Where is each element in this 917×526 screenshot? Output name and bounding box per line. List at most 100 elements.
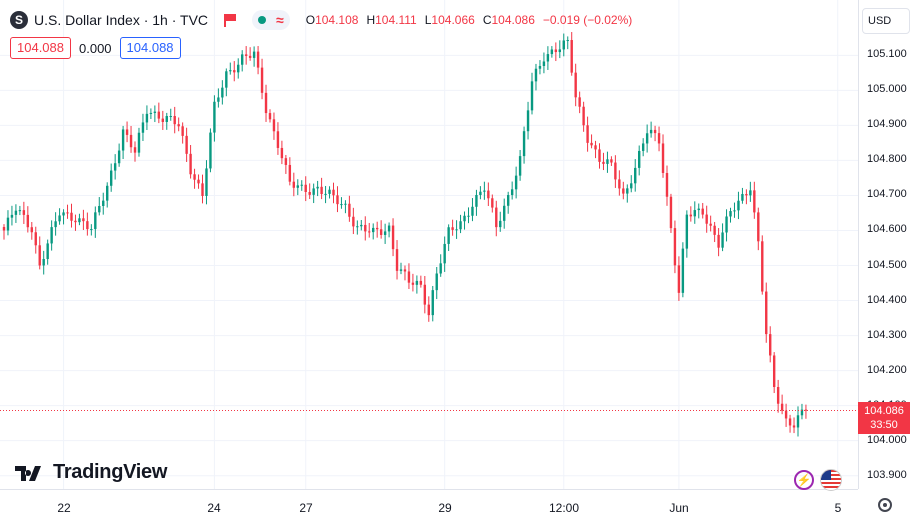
candle-body [106, 185, 109, 201]
price-tick-label: 104.400 [867, 294, 907, 306]
candle-body [161, 118, 164, 122]
market-status[interactable]: ≈ [252, 10, 290, 30]
candle-body [435, 273, 438, 291]
candle-body [685, 214, 689, 249]
candle-body [372, 227, 375, 233]
currency-button[interactable]: USD [862, 8, 910, 34]
candle-body [316, 186, 319, 189]
candle-body [324, 193, 327, 195]
candle-body [256, 51, 260, 68]
ohlc-values: O104.108 H104.111 L104.066 C104.086 −0.0… [306, 13, 633, 27]
candle-body [74, 220, 77, 223]
time-axis[interactable]: 22 24 27 29 12:00 Jun 5 [0, 489, 858, 526]
candle-body [626, 188, 629, 194]
candle-body [427, 304, 430, 316]
candle-body [340, 204, 343, 206]
candle-body [737, 200, 740, 211]
candlestick-chart[interactable] [0, 0, 858, 489]
candle-body [443, 243, 446, 264]
candle-body [804, 409, 808, 411]
close-key: C [482, 13, 492, 27]
candle-body [252, 51, 256, 58]
candle-body [375, 227, 379, 230]
candle-body [189, 153, 192, 175]
candle-body [661, 143, 665, 173]
candle-body [530, 81, 534, 111]
candle-body [475, 194, 478, 207]
candle-body [205, 168, 208, 196]
candle-body [407, 271, 411, 283]
candle-body [411, 282, 415, 285]
ask-price[interactable]: 104.088 [119, 37, 181, 59]
candle-body [137, 132, 141, 153]
candle-body [129, 134, 133, 148]
bolt-icon[interactable]: ⚡ [794, 470, 814, 490]
candle-body [213, 101, 216, 133]
candle-body [792, 425, 796, 428]
candle-body [757, 212, 760, 242]
candle-body [550, 49, 554, 55]
candle-body [177, 124, 180, 127]
candle-body [574, 72, 577, 98]
candle-body [761, 241, 764, 292]
wave-icon: ≈ [276, 12, 284, 28]
candle-body [356, 226, 359, 228]
symbol-title[interactable]: U.S. Dollar Index · 1h · TVC [34, 12, 209, 28]
candle-body [566, 40, 569, 42]
candle-body [328, 189, 331, 194]
flag-icon[interactable] [222, 13, 237, 27]
candle-body [590, 142, 593, 146]
settings-icon[interactable] [878, 498, 892, 512]
candle-body [54, 221, 57, 228]
candle-body [276, 131, 280, 148]
close-value: 104.086 [491, 13, 535, 27]
candle-body [415, 280, 419, 285]
candle-body [479, 191, 482, 195]
candle-body [352, 216, 355, 227]
candle-body [649, 129, 653, 134]
candle-body [145, 113, 149, 123]
candle-body [745, 193, 748, 196]
chart-area[interactable] [0, 0, 858, 489]
candle-body [280, 147, 284, 159]
candle-body [784, 410, 788, 419]
candle-body [320, 186, 323, 195]
candle-body [554, 49, 558, 53]
candle-body [46, 243, 49, 260]
candle-body [157, 111, 161, 119]
candle-body [391, 225, 395, 250]
candle-body [657, 133, 661, 144]
high-value: 104.111 [375, 13, 417, 27]
candle-body [499, 220, 502, 228]
price-tick-label: 104.200 [867, 364, 907, 376]
candle-body [741, 193, 744, 201]
bar-countdown: 33:50 [870, 419, 898, 431]
candle-body [495, 207, 498, 228]
candle-body [70, 212, 73, 221]
candle-body [562, 40, 565, 50]
us-flag-icon[interactable] [820, 469, 842, 491]
candle-body [244, 54, 248, 56]
candle-body [133, 147, 137, 153]
candle-body [14, 210, 18, 215]
candle-body [546, 54, 550, 62]
candle-body [264, 92, 268, 114]
open-key: O [305, 13, 316, 27]
bid-price[interactable]: 104.088 [10, 37, 71, 59]
candle-body [360, 224, 363, 227]
candle-body [653, 129, 657, 134]
candle-body [153, 111, 157, 113]
candle-body [582, 106, 585, 126]
candle-body [717, 234, 720, 248]
candle-body [38, 245, 41, 266]
candle-body [522, 131, 526, 157]
candle-body [173, 116, 176, 125]
low-key: L [424, 13, 432, 27]
candle-body [677, 265, 681, 293]
tradingview-logo[interactable]: TradingView [15, 461, 167, 484]
last-price-value: 104.086 [864, 405, 904, 417]
candle-body [542, 61, 546, 67]
candle-body [288, 164, 292, 182]
candle-body [117, 150, 121, 164]
tradingview-logo-text: TradingView [53, 461, 168, 483]
